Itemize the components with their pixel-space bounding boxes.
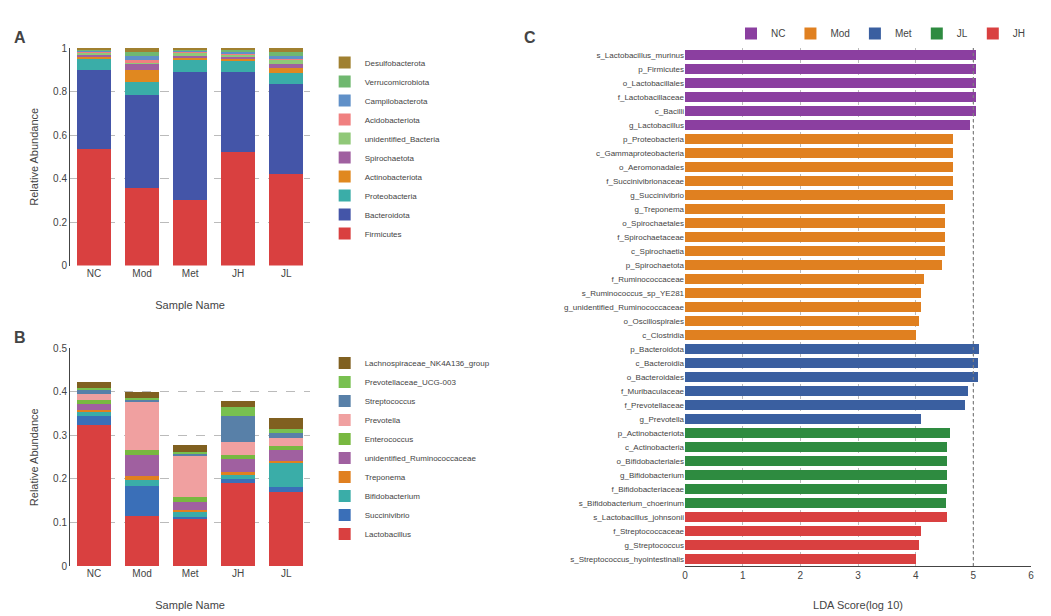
svg-text:Sample Name: Sample Name [155, 599, 225, 611]
svg-text:c_Gammaproteobacteria: c_Gammaproteobacteria [596, 149, 685, 158]
svg-text:g_Streptococcus: g_Streptococcus [624, 541, 684, 550]
svg-text:JL: JL [281, 568, 292, 579]
svg-text:0.4: 0.4 [53, 386, 67, 397]
svg-text:Relative Abundance: Relative Abundance [28, 408, 40, 506]
svg-text:Actinobacteriota: Actinobacteriota [365, 173, 423, 182]
svg-text:g_Succinivibrio: g_Succinivibrio [630, 191, 684, 200]
svg-text:o_Lactobacillales: o_Lactobacillales [623, 79, 684, 88]
svg-text:Met: Met [895, 28, 912, 39]
svg-text:Met: Met [182, 568, 199, 579]
svg-text:o_Bacteroidales: o_Bacteroidales [627, 373, 684, 382]
svg-text:0.1: 0.1 [53, 517, 67, 528]
svg-text:f_Muribaculaceae: f_Muribaculaceae [621, 387, 685, 396]
svg-text:2: 2 [798, 570, 804, 581]
svg-text:f_Ruminococcaceae: f_Ruminococcaceae [612, 275, 685, 284]
svg-text:0: 0 [61, 561, 67, 572]
svg-text:Proteobacteria: Proteobacteria [365, 192, 418, 201]
svg-text:6: 6 [1028, 570, 1034, 581]
svg-text:JH: JH [232, 568, 244, 579]
svg-text:Mod: Mod [132, 568, 151, 579]
svg-text:NC: NC [87, 568, 101, 579]
svg-text:f_Spirochaetaceae: f_Spirochaetaceae [617, 233, 684, 242]
svg-text:Sample Name: Sample Name [155, 299, 225, 311]
svg-text:1: 1 [61, 43, 67, 54]
svg-text:g_Lactobacillus: g_Lactobacillus [629, 121, 684, 130]
svg-text:p_Bacteroidota: p_Bacteroidota [630, 345, 684, 354]
svg-text:NC: NC [87, 268, 101, 279]
svg-text:Desulfobacterota: Desulfobacterota [365, 59, 426, 68]
svg-text:5: 5 [971, 570, 977, 581]
svg-text:p_Firmicutes: p_Firmicutes [638, 65, 684, 74]
svg-text:0: 0 [61, 260, 67, 271]
svg-text:3: 3 [855, 570, 861, 581]
svg-text:f_Prevotellaceae: f_Prevotellaceae [624, 401, 684, 410]
svg-text:Mod: Mod [132, 268, 151, 279]
svg-text:Met: Met [182, 268, 199, 279]
svg-text:Prevotella: Prevotella [365, 416, 401, 425]
svg-text:JL: JL [957, 28, 968, 39]
svg-text:unidentified_Ruminococcaceae: unidentified_Ruminococcaceae [365, 454, 477, 463]
svg-text:g_Prevotella: g_Prevotella [640, 415, 685, 424]
svg-text:Bifidobacterium: Bifidobacterium [365, 492, 420, 501]
svg-text:0: 0 [682, 570, 688, 581]
svg-text:0.6: 0.6 [53, 130, 67, 141]
svg-text:f_Bifidobacteriaceae: f_Bifidobacteriaceae [612, 485, 685, 494]
svg-text:4: 4 [913, 570, 919, 581]
svg-text:Spirochaetota: Spirochaetota [365, 154, 415, 163]
svg-text:0.8: 0.8 [53, 86, 67, 97]
svg-text:s_Lactobacillus_johnsonii: s_Lactobacillus_johnsonii [593, 513, 684, 522]
svg-text:JL: JL [281, 268, 292, 279]
svg-text:f_Succinivibrionaceae: f_Succinivibrionaceae [606, 177, 684, 186]
svg-text:s_Streptococcus_hyointestinali: s_Streptococcus_hyointestinalis [570, 555, 684, 564]
svg-text:s_Bifidobacterium_choerinum: s_Bifidobacterium_choerinum [579, 499, 685, 508]
svg-text:c_Actinobacteria: c_Actinobacteria [625, 443, 685, 452]
svg-text:Streptococcus: Streptococcus [365, 397, 416, 406]
svg-text:Lactobacillus: Lactobacillus [365, 530, 411, 539]
svg-text:Enterococcus: Enterococcus [365, 435, 413, 444]
svg-text:f_Lactobacillaceae: f_Lactobacillaceae [618, 93, 685, 102]
svg-text:g_unidentified_Ruminococcaceae: g_unidentified_Ruminococcaceae [564, 303, 685, 312]
svg-text:C: C [524, 29, 536, 46]
svg-text:s_Ruminococcus_sp_YE281: s_Ruminococcus_sp_YE281 [582, 289, 685, 298]
svg-text:NC: NC [771, 28, 785, 39]
svg-text:p_Actinobacteriota: p_Actinobacteriota [618, 429, 685, 438]
svg-text:p_Spirochaetota: p_Spirochaetota [626, 261, 685, 270]
svg-text:JH: JH [232, 268, 244, 279]
svg-text:Firmicutes: Firmicutes [365, 230, 402, 239]
svg-text:o_Aeromonadales: o_Aeromonadales [619, 163, 684, 172]
svg-text:Lachnospiraceae_NK4A136_group: Lachnospiraceae_NK4A136_group [365, 359, 490, 368]
svg-text:o_Oscillospirales: o_Oscillospirales [624, 317, 684, 326]
svg-text:A: A [14, 29, 26, 46]
svg-text:c_Bacilli: c_Bacilli [655, 107, 685, 116]
svg-text:Mod: Mod [830, 28, 849, 39]
svg-text:unidentified_Bacteria: unidentified_Bacteria [365, 135, 440, 144]
svg-text:LDA Score(log 10): LDA Score(log 10) [813, 599, 903, 611]
svg-text:o_Bifidobacteriales: o_Bifidobacteriales [616, 457, 684, 466]
svg-text:JH: JH [1013, 28, 1025, 39]
svg-text:Verrucomicrobiota: Verrucomicrobiota [365, 78, 430, 87]
svg-text:Relative Abundance: Relative Abundance [28, 108, 40, 206]
svg-text:c_Bacteroidia: c_Bacteroidia [636, 359, 685, 368]
svg-text:Prevotellaceae_UCG-003: Prevotellaceae_UCG-003 [365, 378, 457, 387]
svg-text:0.2: 0.2 [53, 473, 67, 484]
svg-text:Succinivibrio: Succinivibrio [365, 511, 410, 520]
svg-text:Campilobacterota: Campilobacterota [365, 97, 428, 106]
svg-text:f_Streptococcaceae: f_Streptococcaceae [613, 527, 684, 536]
svg-text:p_Proteobacteria: p_Proteobacteria [623, 135, 684, 144]
svg-text:Acidobacteriota: Acidobacteriota [365, 116, 421, 125]
svg-text:s_Lactobacillus_murinus: s_Lactobacillus_murinus [596, 51, 684, 60]
svg-text:B: B [14, 329, 26, 346]
svg-text:0.5: 0.5 [53, 343, 67, 354]
svg-text:0.3: 0.3 [53, 430, 67, 441]
svg-text:0.2: 0.2 [53, 217, 67, 228]
svg-text:Bacteroidota: Bacteroidota [365, 211, 410, 220]
svg-text:Treponema: Treponema [365, 473, 406, 482]
svg-text:1: 1 [740, 570, 746, 581]
svg-text:g_Treponema: g_Treponema [635, 205, 685, 214]
svg-text:c_Clostridia: c_Clostridia [642, 331, 684, 340]
svg-text:c_Spirochaetia: c_Spirochaetia [631, 247, 684, 256]
svg-text:o_Spirochaetales: o_Spirochaetales [622, 219, 684, 228]
svg-text:0.4: 0.4 [53, 173, 67, 184]
svg-text:g_Bifidobacterium: g_Bifidobacterium [620, 471, 684, 480]
